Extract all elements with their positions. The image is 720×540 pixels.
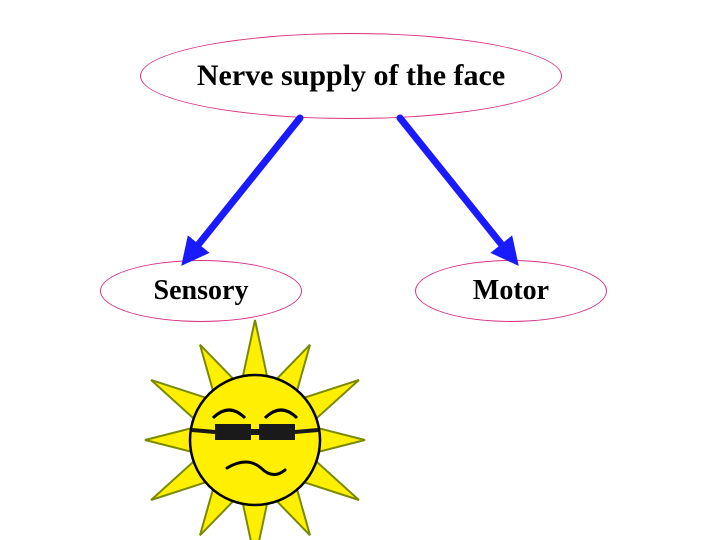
sun-icon — [0, 0, 720, 540]
